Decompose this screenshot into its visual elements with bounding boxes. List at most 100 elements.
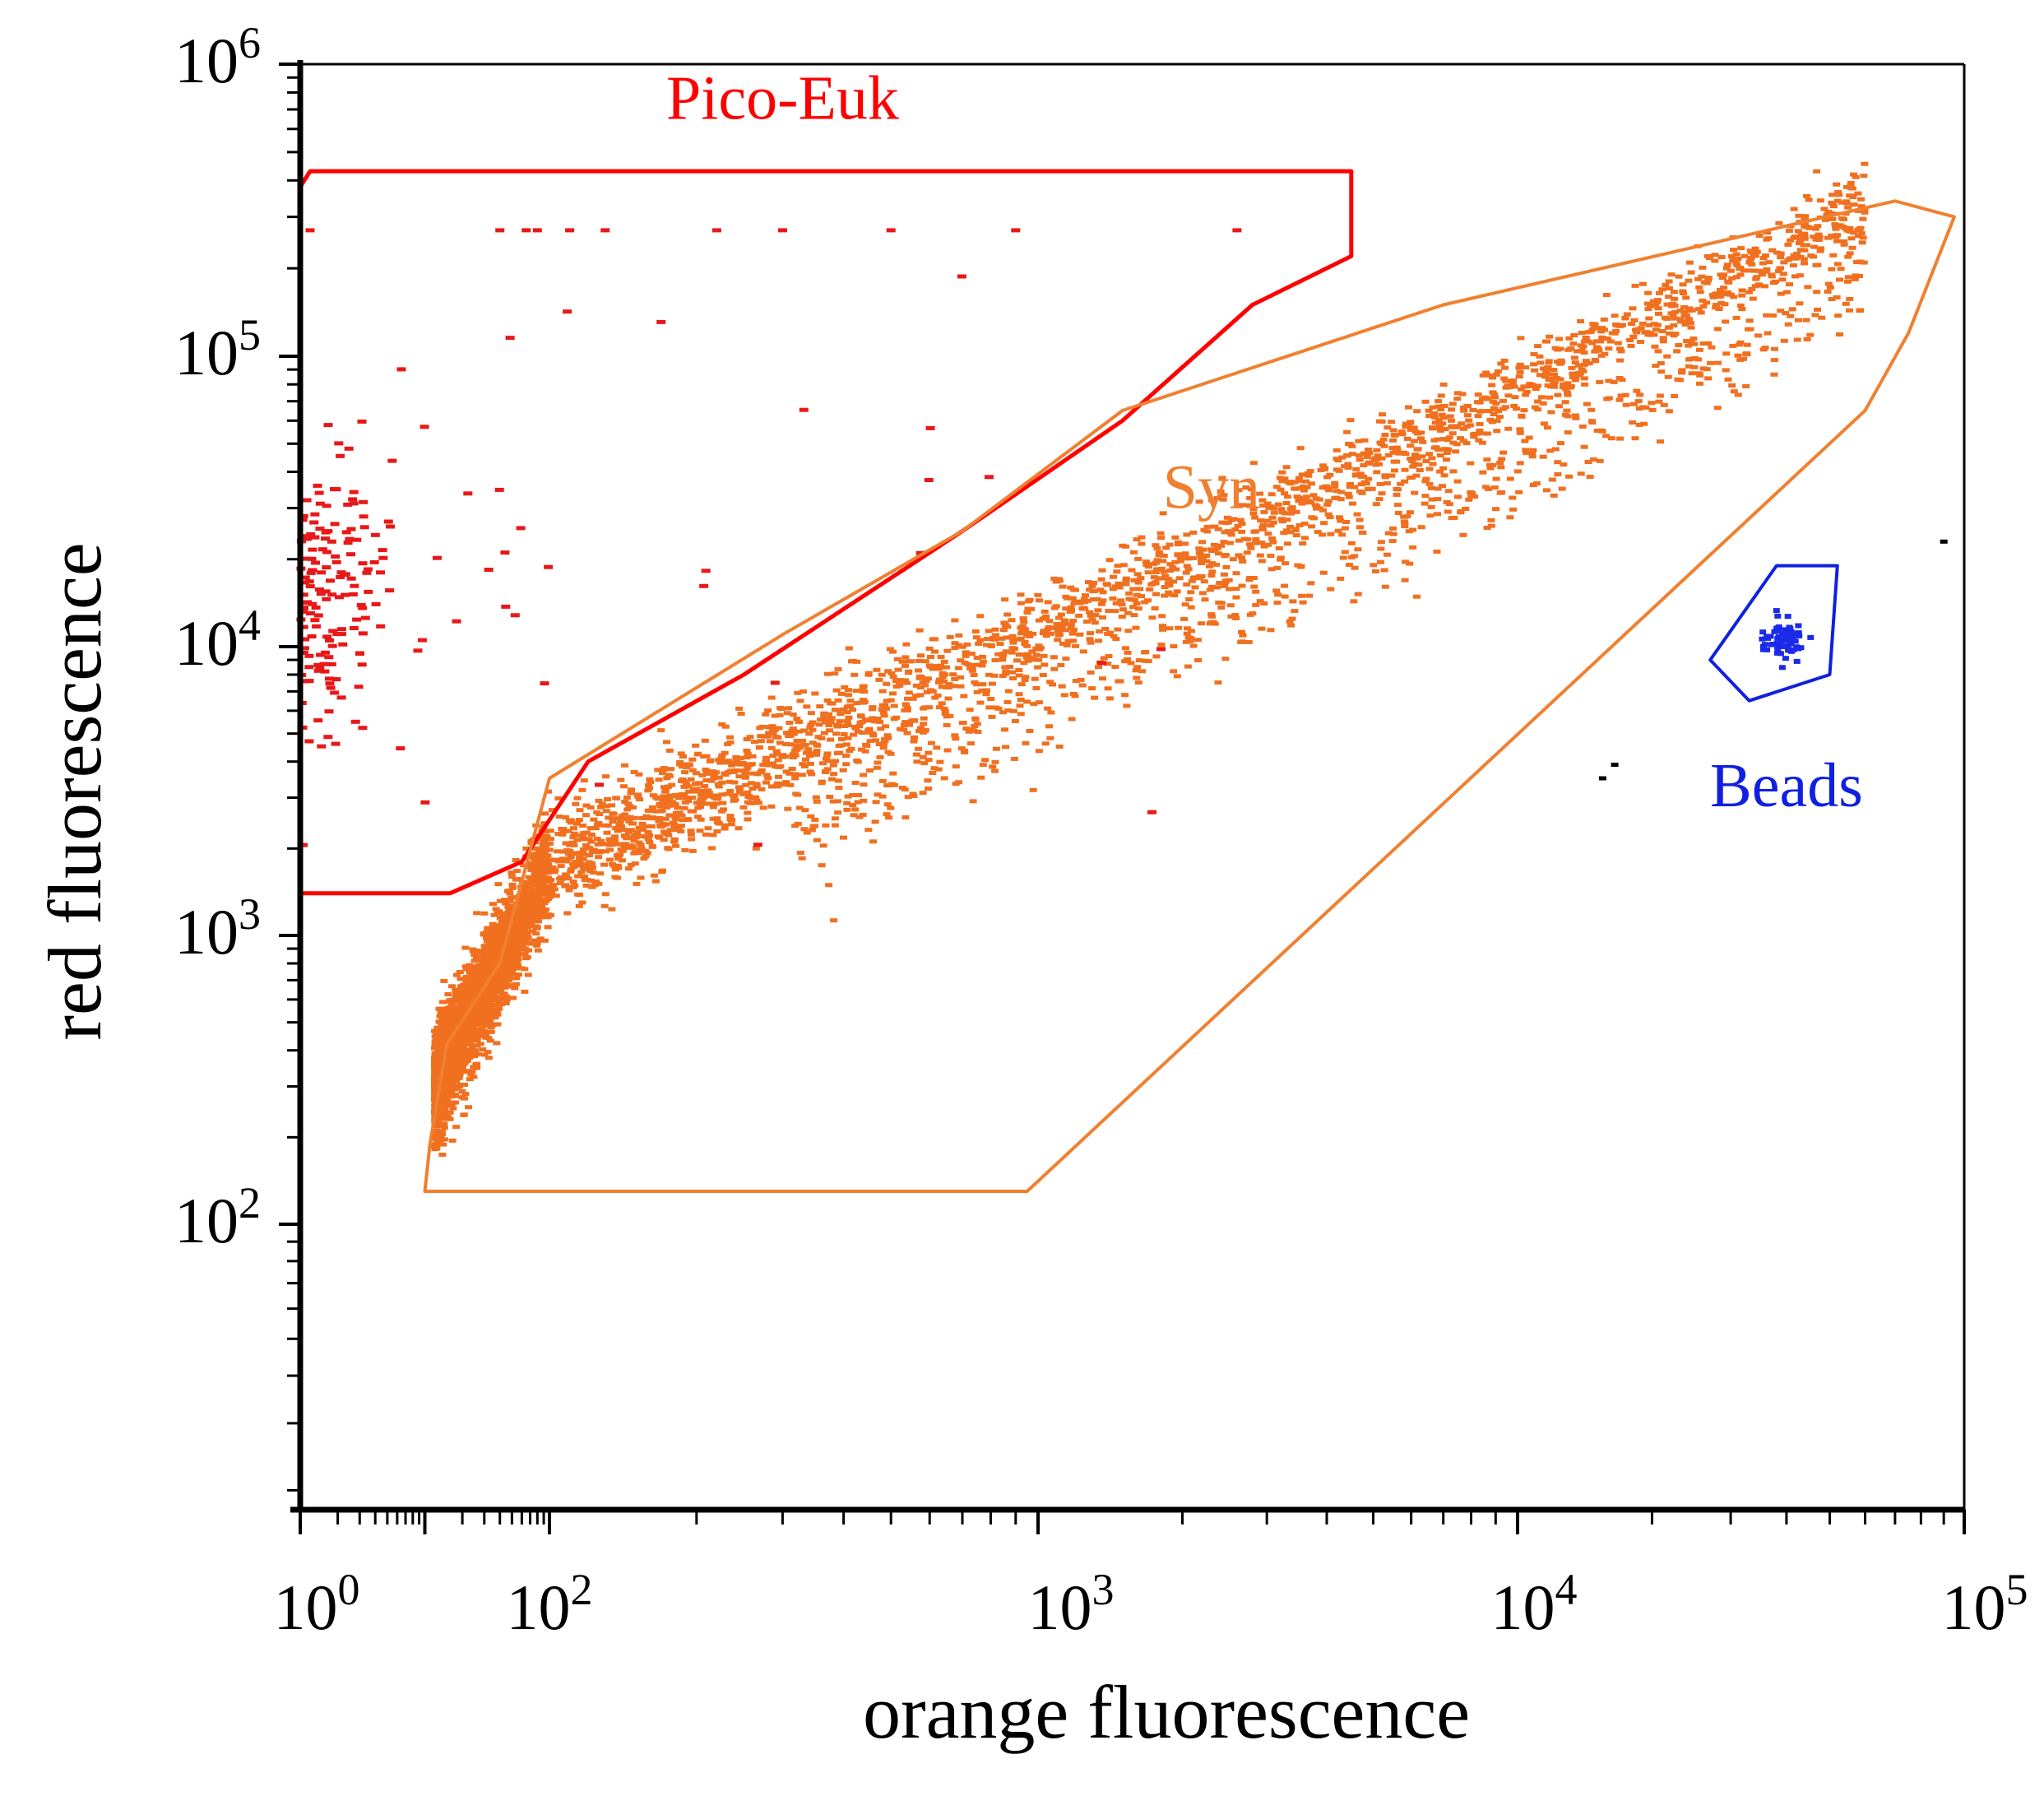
syn-event-point (1705, 256, 1713, 261)
syn-event-point (1260, 601, 1268, 606)
syn-event-point (655, 819, 663, 824)
syn-event-point (1201, 597, 1209, 602)
syn-event-point (1374, 453, 1382, 458)
syn-event-point (880, 713, 888, 718)
syn-event-point (1814, 224, 1822, 229)
syn-event-point (1790, 207, 1798, 211)
syn-event-point (512, 858, 520, 862)
syn-event-point (1062, 628, 1069, 633)
syn-event-point (1722, 351, 1731, 356)
syn-event-point (1130, 578, 1138, 582)
syn-event-point (836, 719, 844, 724)
syn-event-point (667, 767, 675, 772)
syn-event-point (522, 920, 531, 925)
syn-event-point (431, 1057, 439, 1062)
syn-event-point (1277, 517, 1286, 522)
syn-event-point (813, 749, 821, 753)
syn-event-point (764, 708, 772, 713)
syn-event-point (439, 1142, 447, 1147)
syn-event-point (831, 823, 839, 828)
syn-event-point (521, 989, 529, 994)
syn-event-point (961, 749, 969, 754)
syn-event-point (658, 870, 666, 875)
syn-event-point (576, 808, 584, 813)
syn-event-point (526, 861, 534, 866)
syn-event-point (1319, 570, 1328, 575)
syn-event-point (1645, 323, 1653, 327)
syn-event-point (1577, 319, 1585, 323)
syn-event-point (1708, 345, 1716, 350)
syn-event-point (850, 813, 858, 818)
syn-event-point (1758, 272, 1766, 277)
syn-event-point (1722, 368, 1730, 373)
syn-event-point (1584, 460, 1592, 464)
syn-event-point (1650, 332, 1658, 337)
syn-event-point (437, 1098, 445, 1102)
syn-event-point (1086, 637, 1094, 642)
syn-event-point (1710, 293, 1717, 298)
syn-event-point (1320, 521, 1328, 526)
syn-event-point (1437, 407, 1445, 411)
syn-event-point (1476, 409, 1485, 414)
syn-event-point (443, 1113, 451, 1118)
syn-event-point (1761, 284, 1769, 289)
syn-event-point (1191, 585, 1199, 590)
syn-event-point (505, 898, 513, 903)
syn-event-point (1828, 211, 1836, 216)
syn-event-point (888, 671, 896, 675)
syn-event-point (443, 1103, 452, 1108)
syn-event-point (1099, 590, 1107, 595)
syn-event-point (1544, 383, 1552, 388)
syn-event-point (602, 809, 610, 814)
syn-event-point (1492, 401, 1500, 406)
syn-event-point (708, 846, 716, 851)
syn-event-point (1323, 475, 1332, 480)
syn-event-point (764, 763, 772, 768)
syn-event-point (641, 834, 649, 839)
syn-event-point (493, 946, 500, 951)
syn-event-point (1565, 336, 1574, 341)
syn-event-point (1133, 592, 1141, 597)
syn-event-point (1257, 518, 1265, 523)
syn-event-point (750, 740, 758, 745)
syn-event-point (1557, 358, 1565, 363)
syn-event-point (724, 770, 732, 775)
syn-event-point (540, 847, 548, 852)
syn-event-point (1069, 618, 1078, 623)
syn-event-point (1157, 643, 1166, 647)
syn-event-point (432, 1078, 439, 1083)
syn-event-point (1688, 371, 1696, 376)
syn-event-point (1475, 438, 1483, 443)
syn-event-point (793, 739, 801, 743)
syn-event-point (1459, 532, 1467, 537)
syn-event-point (520, 917, 528, 921)
syn-event-point (1251, 515, 1259, 520)
syn-event-point (1315, 506, 1323, 511)
syn-event-point (1199, 591, 1207, 596)
syn-event-point (992, 746, 1000, 751)
syn-event-point (744, 751, 752, 756)
syn-event-point (1610, 379, 1618, 384)
syn-event-point (1554, 392, 1562, 397)
syn-event-point (1331, 480, 1339, 485)
syn-event-point (759, 805, 767, 810)
syn-event-point (771, 713, 779, 718)
syn-event-point (1768, 272, 1776, 277)
syn-event-point (1185, 597, 1193, 601)
syn-event-point (1384, 452, 1393, 457)
syn-event-point (774, 781, 782, 786)
syn-event-point (503, 927, 511, 932)
syn-event-point (1516, 427, 1524, 432)
syn-event-point (564, 876, 572, 881)
syn-event-point (517, 943, 526, 948)
syn-event-point (1042, 633, 1050, 638)
syn-event-point (1199, 547, 1207, 552)
syn-event-point (1246, 495, 1254, 500)
syn-event-point (859, 686, 867, 691)
syn-event-point (517, 891, 525, 896)
syn-event-point (1121, 693, 1129, 698)
syn-event-point (480, 990, 488, 995)
syn-event-point (915, 668, 922, 673)
syn-event-point (1319, 532, 1327, 537)
syn-event-point (834, 666, 842, 671)
